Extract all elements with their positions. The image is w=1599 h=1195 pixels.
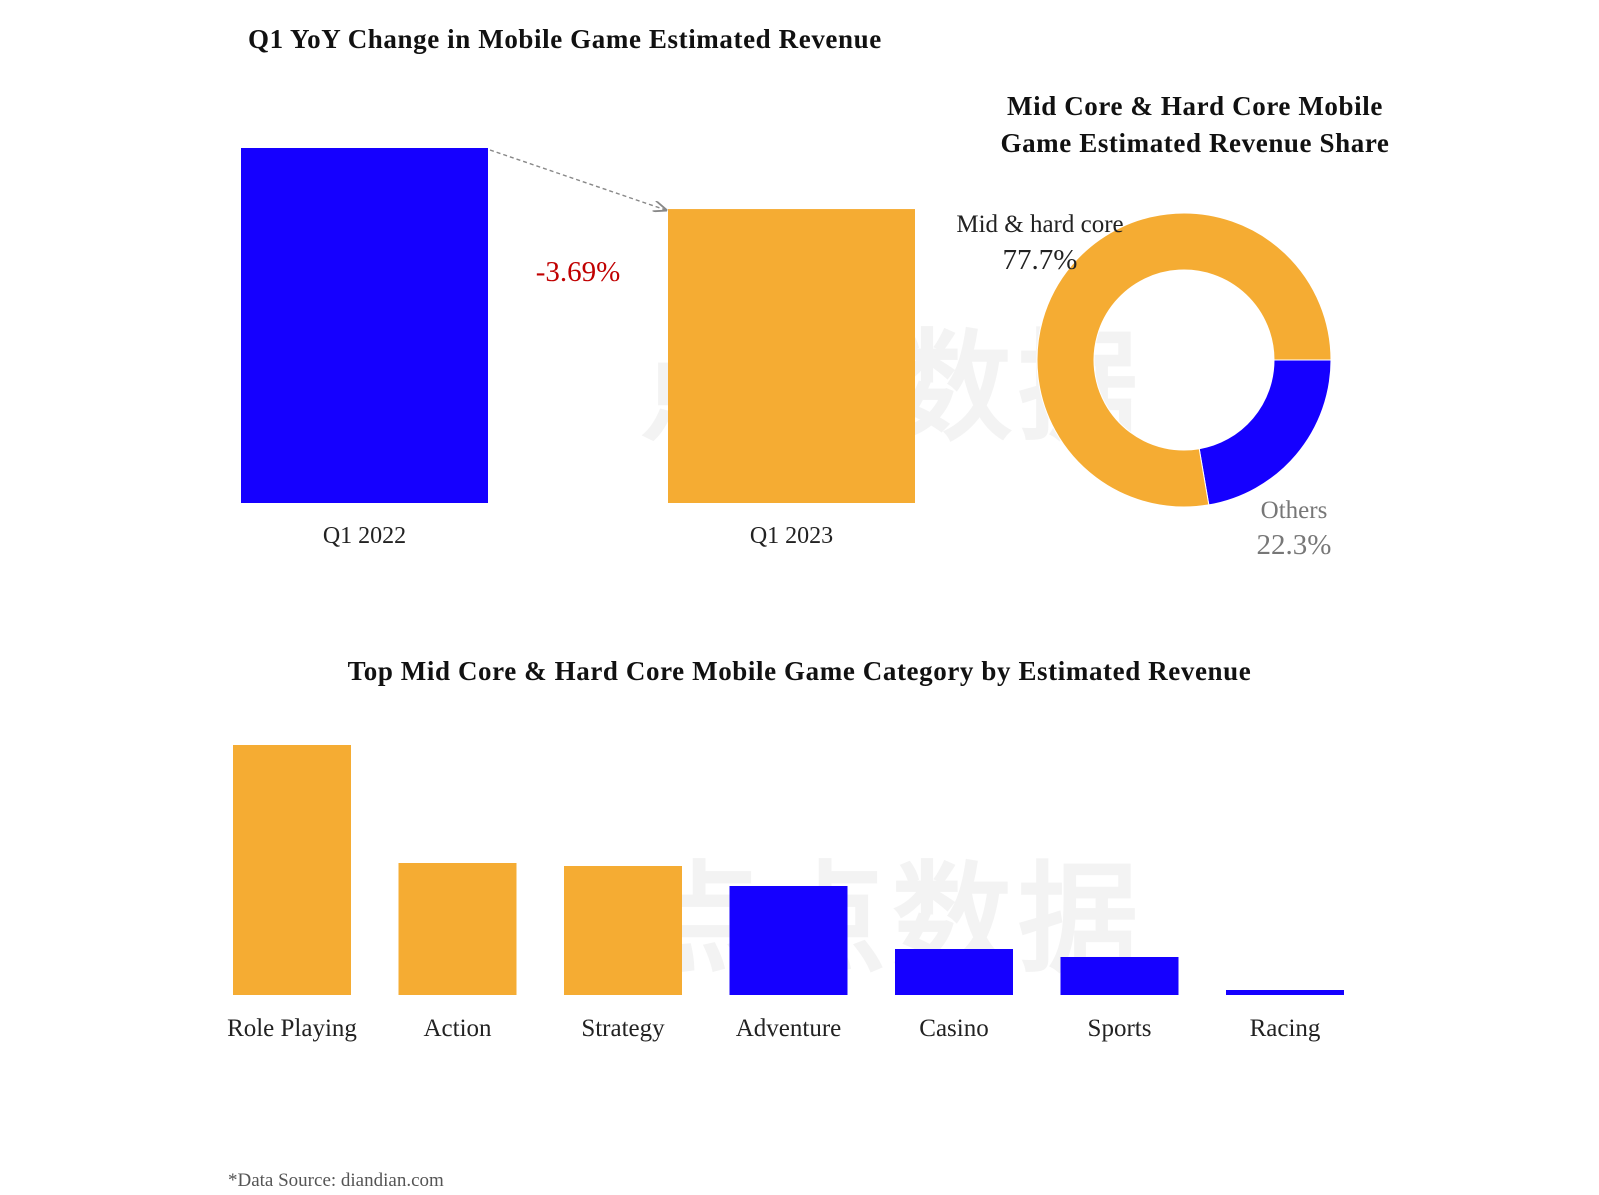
tick-label-racing: Racing bbox=[1250, 1015, 1321, 1042]
tick-label-action: Action bbox=[423, 1015, 492, 1042]
slice-label-mid-hard-core: Mid & hard core bbox=[956, 211, 1123, 238]
tick-label-adventure: Adventure bbox=[736, 1015, 842, 1042]
bar-role-playing bbox=[233, 745, 351, 995]
donut-slice-mid-hard-core bbox=[1036, 212, 1332, 508]
bar-q1-2022 bbox=[241, 148, 488, 503]
bar-adventure bbox=[729, 886, 848, 995]
bar-casino bbox=[895, 949, 1013, 995]
slice-value-mid-hard-core: 77.7% bbox=[1003, 244, 1078, 276]
tick-label-q1-2022: Q1 2022 bbox=[323, 523, 406, 549]
chart2-title-line2: Game Estimated Revenue Share bbox=[1000, 128, 1390, 158]
data-source: *Data Source: diandian.com bbox=[228, 1170, 444, 1191]
chart1-title: Q1 YoY Change in Mobile Game Estimated R… bbox=[248, 24, 882, 54]
bar-strategy bbox=[564, 866, 682, 995]
chart3-title: Top Mid Core & Hard Core Mobile Game Cat… bbox=[347, 656, 1252, 686]
chart2-title: Mid Core & Hard Core Mobile Game Estimat… bbox=[960, 88, 1430, 162]
change-arrow bbox=[489, 149, 666, 210]
yoy-change-label: -3.69% bbox=[536, 256, 621, 288]
tick-label-strategy: Strategy bbox=[581, 1015, 665, 1042]
bar-q1-2023 bbox=[668, 209, 915, 503]
watermark-bottom: 点点数据 bbox=[640, 851, 1144, 990]
bar-racing bbox=[1226, 990, 1344, 995]
slice-value-others: 22.3% bbox=[1257, 529, 1332, 561]
tick-label-role-playing: Role Playing bbox=[227, 1015, 357, 1042]
tick-label-sports: Sports bbox=[1088, 1015, 1152, 1042]
donut-slice-others bbox=[1198, 359, 1332, 506]
tick-label-casino: Casino bbox=[919, 1015, 988, 1042]
tick-label-q1-2023: Q1 2023 bbox=[750, 523, 833, 549]
bar-action bbox=[398, 863, 517, 995]
slice-label-others: Others bbox=[1261, 497, 1328, 524]
chart2-title-line1: Mid Core & Hard Core Mobile bbox=[1007, 91, 1383, 121]
bar-sports bbox=[1060, 957, 1179, 995]
